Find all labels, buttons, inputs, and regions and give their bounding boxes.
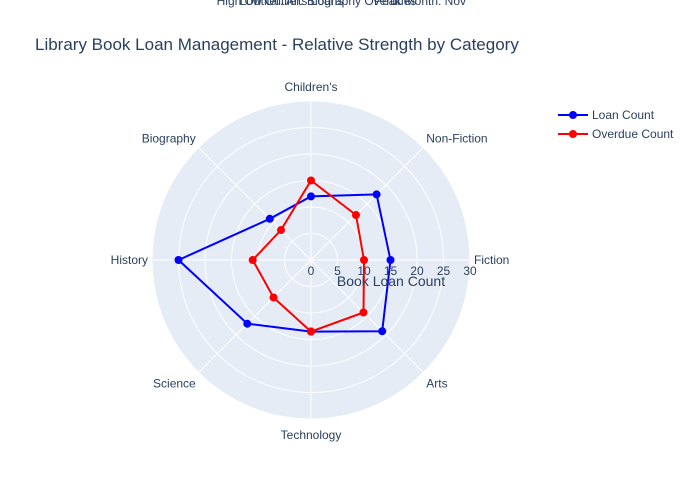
data-point[interactable] [307, 327, 315, 336]
radial-tick-label: 15 [384, 264, 398, 278]
category-label: Fiction [474, 253, 509, 267]
data-point[interactable] [378, 327, 387, 336]
radial-tick-label: 5 [334, 264, 341, 278]
legend-item[interactable]: Overdue Count [558, 127, 674, 141]
legend-item[interactable]: Loan Count [558, 108, 655, 122]
radial-tick-label: 25 [437, 264, 451, 278]
annotation-label: Low Outlier: Biography Overdues [240, 0, 417, 8]
category-label: Biography [142, 132, 196, 146]
legend-marker-icon [569, 111, 577, 119]
spoke-line [198, 147, 312, 261]
annotation-label: Peak Month: Nov [374, 0, 466, 8]
data-point[interactable] [386, 256, 395, 264]
series-overdue-count [248, 176, 368, 336]
category-label: Technology [281, 428, 342, 442]
spoke-line [310, 259, 424, 373]
legend-label: Overdue Count [592, 127, 674, 141]
data-point[interactable] [307, 176, 315, 185]
data-point[interactable] [372, 190, 381, 199]
data-point[interactable] [269, 293, 278, 302]
data-point[interactable] [307, 192, 315, 201]
data-point[interactable] [243, 319, 252, 328]
radial-tick-label: 30 [463, 264, 477, 278]
legend[interactable]: Loan Count Overdue Count [558, 108, 674, 141]
data-point[interactable] [277, 226, 286, 235]
data-point[interactable] [359, 308, 368, 317]
category-label: Arts [426, 376, 447, 390]
category-labels: Fiction Non-Fiction Children's Biography His… [111, 80, 510, 442]
data-point[interactable] [265, 214, 274, 223]
category-label: Science [153, 376, 196, 390]
category-label: Non-Fiction [426, 132, 487, 146]
spoke-line [198, 259, 312, 373]
annotation-label: High Outlier: Arts Loans [217, 0, 344, 8]
radial-axis-title: Book Loan Count [337, 273, 445, 289]
category-label: Children's [285, 80, 338, 94]
category-label: History [111, 253, 148, 267]
angular-grid [152, 101, 470, 419]
radial-tick-label: 0 [308, 264, 315, 278]
data-point[interactable] [360, 256, 368, 264]
legend-label: Loan Count [592, 108, 655, 122]
spoke-line [310, 147, 424, 261]
series-layer [174, 176, 395, 336]
radial-ticks: 0 5 10 15 20 25 30 [308, 264, 477, 278]
chart-title: Library Book Loan Management - Relative … [35, 35, 519, 54]
data-point[interactable] [174, 256, 183, 264]
legend-marker-icon [569, 130, 577, 138]
data-point[interactable] [248, 256, 257, 264]
radial-tick-label: 10 [357, 264, 371, 278]
data-point[interactable] [351, 211, 360, 220]
radial-tick-label: 20 [410, 264, 424, 278]
